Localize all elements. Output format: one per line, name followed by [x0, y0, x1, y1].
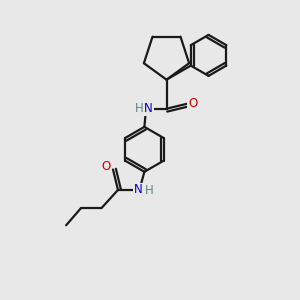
- Text: N: N: [134, 184, 142, 196]
- Text: H: H: [145, 184, 154, 197]
- Text: H: H: [134, 102, 143, 115]
- Text: N: N: [144, 102, 153, 115]
- Text: O: O: [101, 160, 110, 173]
- Text: O: O: [188, 97, 198, 110]
